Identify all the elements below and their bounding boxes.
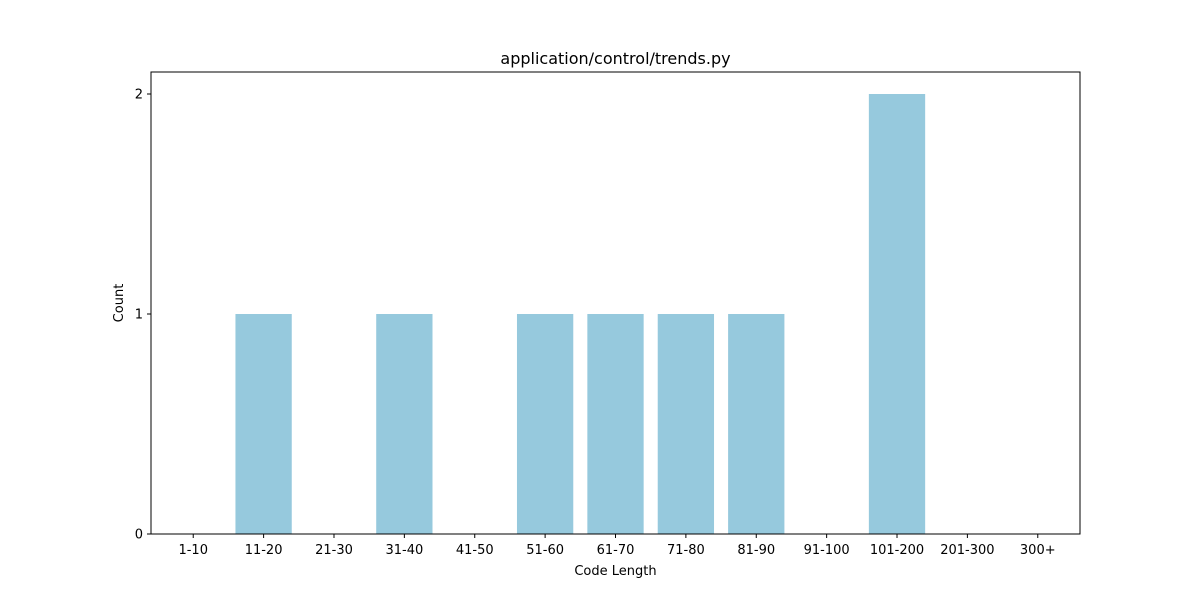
x-tick-label: 41-50 <box>456 543 494 558</box>
x-tick-label: 61-70 <box>597 543 635 558</box>
bar-101-200 <box>868 94 926 534</box>
bar-11-20 <box>235 314 292 534</box>
x-tick-label: 91-100 <box>804 543 850 558</box>
y-tick-label: 2 <box>135 88 143 103</box>
x-tick-label: 11-20 <box>245 543 283 558</box>
bar-31-40 <box>376 314 433 534</box>
bar-71-80 <box>657 314 715 534</box>
bar-81-90 <box>728 314 785 534</box>
x-tick-label: 201-300 <box>940 543 994 558</box>
y-tick-label: 1 <box>135 308 143 323</box>
x-tick-label: 21-30 <box>315 543 353 558</box>
x-tick-label: 51-60 <box>526 543 564 558</box>
bar-61-70 <box>587 314 644 534</box>
x-tick-label: 1-10 <box>178 543 208 558</box>
y-axis-label: Count <box>112 284 127 323</box>
chart-title: application/control/trends.py <box>500 49 730 68</box>
x-axis-label: Code Length <box>574 564 656 579</box>
y-axis-ticks: 0 1 2 <box>135 88 151 543</box>
x-tick-label: 31-40 <box>385 543 423 558</box>
x-tick-label: 101-200 <box>870 543 924 558</box>
x-tick-label: 81-90 <box>737 543 775 558</box>
x-tick-label: 71-80 <box>667 543 705 558</box>
bar-51-60 <box>516 314 574 534</box>
y-tick-label: 0 <box>135 528 143 543</box>
x-axis-ticks: 1-10 11-20 21-30 31-40 41-50 51-60 61-70 71-80 8… <box>178 534 1056 558</box>
bars-group <box>235 94 926 534</box>
x-tick-label: 300+ <box>1020 543 1056 558</box>
